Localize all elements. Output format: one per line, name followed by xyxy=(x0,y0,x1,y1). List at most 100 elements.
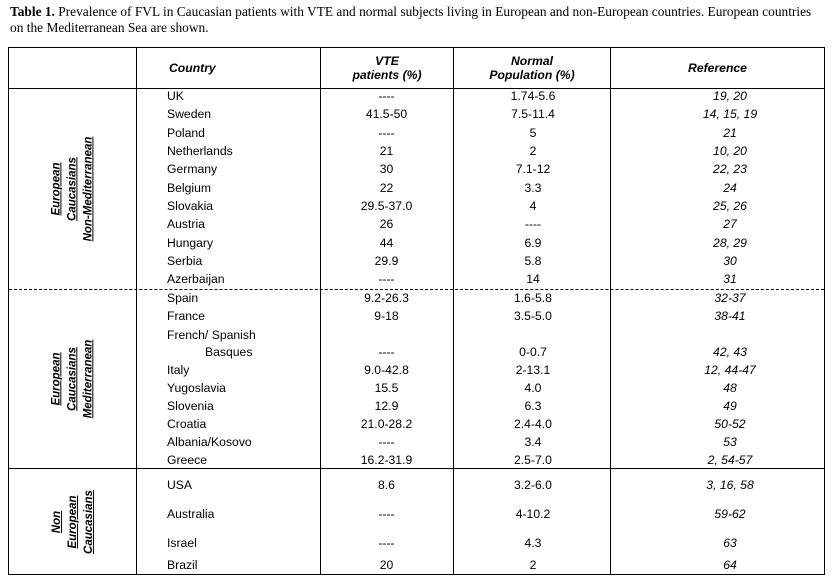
cell-country: Austria xyxy=(167,217,205,231)
cell-normal: 4.0 xyxy=(524,381,542,395)
cell-vte: ---- xyxy=(378,507,395,521)
cell-vte: 29.9 xyxy=(374,254,399,268)
cell-normal: 7.1-12 xyxy=(515,162,551,176)
cell-country: Netherlands xyxy=(167,144,233,158)
cell-normal: 4 xyxy=(529,199,537,213)
cell-reference: 48 xyxy=(723,381,737,395)
cell-normal: 4-10.2 xyxy=(515,507,551,521)
header-reference: Reference xyxy=(688,61,747,75)
cell-vte: 21.0-28.2 xyxy=(360,417,413,431)
cell-normal: 0-0.7 xyxy=(519,345,547,359)
header-divider xyxy=(9,88,824,89)
cell-normal: 3.3 xyxy=(524,181,542,195)
cell-normal: 4.3 xyxy=(524,536,542,550)
cell-vte: 15.5 xyxy=(374,381,399,395)
cell-reference: 64 xyxy=(723,558,737,572)
column-divider xyxy=(453,48,454,574)
cell-reference: 21 xyxy=(723,126,737,140)
cell-reference: 28, 29 xyxy=(713,236,747,250)
cell-country: Israel xyxy=(167,536,197,550)
column-divider xyxy=(136,48,137,574)
cell-vte: 9-18 xyxy=(374,309,399,323)
caption-label: Table 1. xyxy=(10,4,55,19)
cell-country: Croatia xyxy=(167,417,207,431)
group-label-non-european: Non European Caucasians xyxy=(50,490,95,554)
cell-country: Brazil xyxy=(167,558,198,572)
cell-reference: 12, 44-47 xyxy=(704,363,756,377)
cell-vte: 16.2-31.9 xyxy=(360,453,413,467)
cell-reference: 2, 54-57 xyxy=(707,453,753,467)
cell-country-continued: Basques xyxy=(205,345,253,359)
cell-country: Spain xyxy=(167,291,199,305)
cell-reference: 10, 20 xyxy=(713,144,747,158)
cell-reference: 49 xyxy=(723,399,737,413)
cell-normal: 2-13.1 xyxy=(515,363,551,377)
cell-normal: 3.5-5.0 xyxy=(514,309,552,323)
cell-reference: 24 xyxy=(723,181,737,195)
cell-normal: 5.8 xyxy=(524,254,542,268)
cell-normal: 3.2-6.0 xyxy=(514,478,552,492)
cell-reference: 63 xyxy=(723,536,737,550)
cell-normal: 1.6-5.8 xyxy=(514,291,552,305)
cell-reference: 3, 16, 58 xyxy=(706,478,754,492)
cell-reference: 30 xyxy=(723,254,737,268)
cell-country: Azerbaijan xyxy=(167,272,225,286)
cell-country: French/ Spanish xyxy=(167,328,256,342)
cell-country: Serbia xyxy=(167,254,203,268)
cell-vte: ---- xyxy=(378,435,395,449)
cell-vte: ---- xyxy=(378,345,395,359)
cell-country: Belgium xyxy=(167,181,212,195)
cell-vte: 22 xyxy=(379,181,394,195)
cell-country: Italy xyxy=(167,363,190,377)
cell-vte: 12.9 xyxy=(374,399,399,413)
cell-vte: ---- xyxy=(378,89,395,103)
cell-vte: 9.0-42.8 xyxy=(364,363,409,377)
header-vte: VTE patients (%) xyxy=(352,54,422,82)
cell-country: Slovenia xyxy=(167,399,214,413)
cell-reference: 27 xyxy=(723,217,737,231)
cell-reference: 25, 26 xyxy=(713,199,747,213)
cell-country: Hungary xyxy=(167,236,214,250)
cell-normal: 1.74-5.6 xyxy=(510,89,556,103)
cell-reference: 19, 20 xyxy=(713,89,747,103)
header-normal: Normal Population (%) xyxy=(489,54,575,82)
cell-normal: 2.5-7.0 xyxy=(514,453,552,467)
group-label-mediterranean: European Caucasians Mediterranean xyxy=(50,339,95,419)
group-divider xyxy=(9,468,824,469)
cell-normal: 3.4 xyxy=(524,435,542,449)
cell-normal: 2 xyxy=(529,558,537,572)
cell-reference: 53 xyxy=(723,435,737,449)
cell-normal: 6.3 xyxy=(524,399,542,413)
cell-vte: 9.2-26.3 xyxy=(364,291,409,305)
cell-reference: 50-52 xyxy=(714,417,746,431)
cell-reference: 14, 15, 19 xyxy=(702,107,758,121)
cell-country: Germany xyxy=(167,162,218,176)
column-divider xyxy=(610,48,611,574)
cell-country: Sweden xyxy=(167,107,212,121)
cell-normal: 5 xyxy=(529,126,537,140)
cell-vte: 41.5-50 xyxy=(365,107,408,121)
cell-vte: ---- xyxy=(378,536,395,550)
cell-normal: ---- xyxy=(524,217,542,231)
group-divider xyxy=(9,289,824,290)
cell-reference: 59-62 xyxy=(714,507,746,521)
cell-normal: 7.5-11.4 xyxy=(511,107,555,121)
cell-normal: 14 xyxy=(526,272,540,286)
cell-country: Yugoslavia xyxy=(167,381,226,395)
cell-vte: 20 xyxy=(379,558,394,572)
cell-reference: 31 xyxy=(723,272,737,286)
cell-reference: 22, 23 xyxy=(713,162,747,176)
group-label-non-mediterranean: European Caucasians Non-Mediterranean xyxy=(50,136,95,242)
cell-country: Albania/Kosovo xyxy=(167,435,252,449)
cell-country: USA xyxy=(167,478,193,492)
cell-vte: 30 xyxy=(379,162,394,176)
cell-country: Greece xyxy=(167,453,207,467)
table-caption: Table 1. Prevalence of FVL in Caucasian … xyxy=(10,4,826,36)
cell-country: Slovakia xyxy=(167,199,214,213)
cell-vte: 29.5-37.0 xyxy=(360,199,413,213)
cell-vte: ---- xyxy=(378,126,395,140)
cell-normal: 6.9 xyxy=(524,236,542,250)
data-table: Country VTE patients (%) Normal Population… xyxy=(8,47,825,575)
cell-reference: 38-41 xyxy=(714,309,746,323)
cell-country: France xyxy=(167,309,205,323)
